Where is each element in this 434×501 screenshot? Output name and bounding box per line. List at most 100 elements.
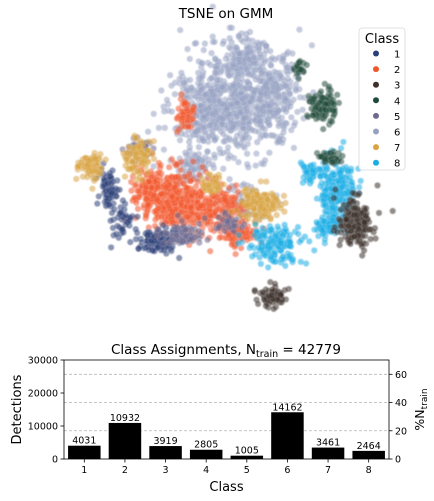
scatter-point-class-6 — [171, 90, 179, 98]
scatter-point-class-6 — [161, 124, 169, 132]
scatter-point-class-7 — [84, 161, 92, 169]
scatter-point-class-3 — [271, 280, 279, 288]
scatter-point-class-8 — [257, 260, 265, 268]
scatter-point-class-5 — [204, 236, 211, 244]
scatter-point-class-6 — [208, 49, 215, 57]
scatter-point-class-6 — [223, 104, 231, 112]
scatter-point-class-8 — [313, 226, 321, 234]
scatter-point-class-8 — [329, 217, 337, 224]
scatter-point-class-2 — [228, 241, 236, 249]
x-tick-label: 8 — [366, 465, 372, 476]
scatter-point-class-6 — [295, 26, 303, 33]
scatter-point-class-2 — [206, 247, 214, 255]
scatter-point-class-6 — [278, 114, 286, 122]
scatter-point-class-8 — [281, 221, 288, 229]
x-tick-label: 7 — [325, 465, 331, 476]
scatter-point-class-7 — [123, 149, 131, 157]
scatter-point-class-2 — [206, 202, 214, 210]
scatter-point-class-3 — [337, 222, 345, 230]
scatter-point-class-5 — [195, 239, 203, 247]
legend-marker-1 — [373, 50, 379, 57]
scatter-point-class-2 — [171, 173, 179, 181]
scatter-point-class-6 — [212, 69, 220, 77]
scatter-point-class-1 — [93, 200, 101, 208]
scatter-point-class-6 — [238, 95, 246, 102]
scatter-point-class-7 — [94, 159, 102, 167]
bar-class-8 — [352, 450, 385, 459]
scatter-point-class-6 — [261, 82, 269, 90]
bar-chart-title: Class Assignments, Ntrain = 42779 — [111, 342, 341, 360]
scatter-point-class-6 — [239, 115, 247, 123]
legend-marker-2 — [373, 66, 379, 73]
scatter-point-class-7 — [249, 186, 256, 194]
bar-value-label: 3919 — [153, 436, 177, 447]
scatter-point-class-2 — [176, 186, 184, 194]
scatter-point-class-2 — [199, 163, 206, 171]
scatter-point-class-2 — [157, 161, 165, 169]
scatter-point-class-3 — [353, 211, 361, 219]
scatter-point-class-8 — [255, 244, 263, 252]
scatter-point-class-6 — [201, 40, 209, 47]
x-tick-label: 3 — [163, 465, 169, 476]
scatter-point-class-8 — [251, 231, 259, 239]
scatter-point-class-2 — [189, 158, 197, 165]
scatter-point-class-2 — [216, 234, 224, 242]
scatter-point-class-7 — [269, 202, 277, 210]
scatter-point-class-8 — [267, 225, 275, 233]
scatter-point-class-8 — [274, 223, 281, 230]
scatter-point-class-1 — [111, 205, 118, 213]
scatter-point-class-7 — [78, 158, 85, 166]
scatter-point-class-1 — [175, 254, 183, 262]
scatter-point-class-6 — [166, 71, 174, 79]
scatter-point-class-7 — [269, 191, 277, 199]
scatter-point-class-6 — [299, 106, 306, 114]
scatter-point-class-3 — [331, 223, 338, 231]
scatter-point-class-7 — [140, 150, 148, 158]
scatter-point-class-6 — [168, 82, 175, 90]
scatter-point-class-6 — [195, 143, 203, 151]
scatter-point-class-3 — [351, 204, 359, 212]
scatter-point-class-3 — [361, 226, 369, 234]
scatter-point-class-8 — [339, 138, 347, 146]
scatter-point-class-3 — [259, 288, 267, 296]
scatter-point-class-3 — [362, 204, 370, 212]
scatter-point-class-1 — [107, 217, 115, 225]
scatter-point-class-6 — [144, 128, 152, 136]
scatter-point-class-6 — [257, 134, 264, 142]
scatter-point-class-8 — [297, 258, 305, 266]
scatter-point-class-1 — [119, 197, 127, 204]
scatter-point-class-6 — [287, 126, 295, 134]
scatter-point-class-1 — [126, 214, 134, 222]
scatter-point-class-5 — [154, 225, 162, 233]
scatter-point-class-5 — [230, 228, 238, 236]
legend-marker-3 — [373, 81, 379, 88]
scatter-point-class-3 — [336, 217, 344, 224]
scatter-point-class-2 — [197, 193, 205, 201]
scatter-point-class-6 — [261, 156, 269, 164]
scatter-point-class-6 — [282, 82, 290, 90]
scatter-point-class-3 — [262, 302, 270, 310]
scatter-point-class-6 — [160, 146, 168, 154]
legend-label-1: 1 — [394, 50, 400, 61]
scatter-point-class-4 — [295, 59, 303, 66]
legend-marker-5 — [373, 112, 379, 119]
scatter-point-class-2 — [232, 250, 240, 258]
scatter-point-class-8 — [303, 169, 311, 176]
scatter-point-class-6 — [209, 3, 217, 11]
scatter-point-class-6 — [281, 95, 289, 103]
scatter-point-class-5 — [174, 211, 182, 219]
scatter-point-class-7 — [273, 211, 281, 219]
scatter-point-class-6 — [266, 108, 274, 116]
scatter-point-class-6 — [176, 75, 184, 83]
scatter-point-class-5 — [179, 237, 187, 245]
scatter-point-class-6 — [150, 110, 158, 118]
tsne-scatter — [72, 3, 397, 313]
scatter-point-class-3 — [351, 233, 358, 241]
scatter-point-class-6 — [268, 54, 276, 62]
scatter-point-class-6 — [276, 72, 284, 79]
scatter-point-class-8 — [300, 163, 308, 171]
bar-value-label: 2464 — [357, 441, 381, 452]
scatter-point-class-7 — [121, 173, 129, 181]
scatter-point-class-6 — [257, 89, 265, 97]
